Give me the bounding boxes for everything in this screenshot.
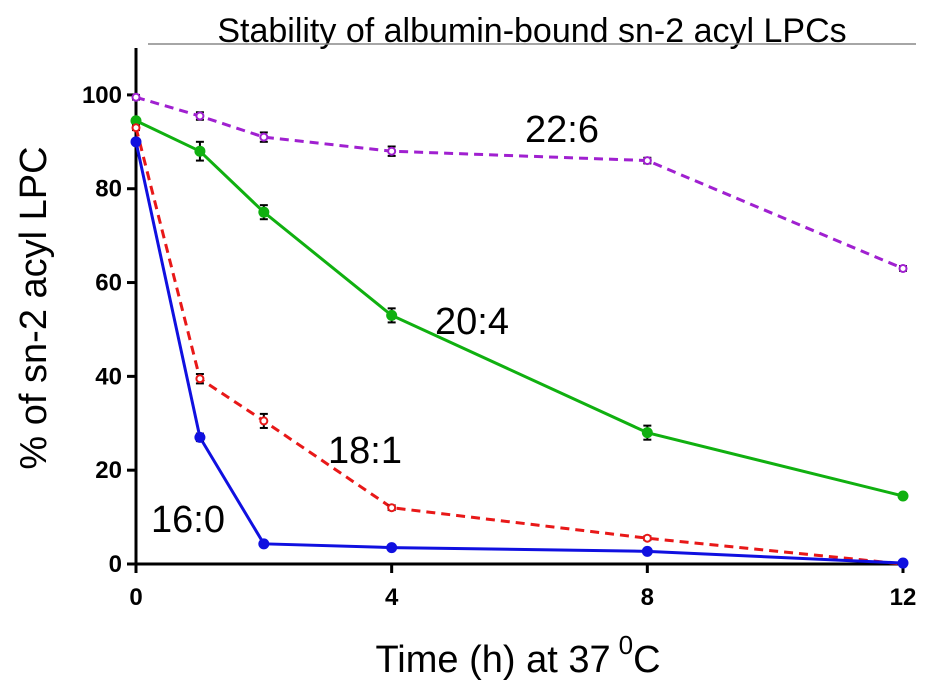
data-point [131,92,141,102]
series-20-4 [130,115,909,502]
data-point [386,309,398,321]
y-tick-label: 20 [95,457,122,484]
x-axis-title: Time (h) at 37 0C [375,630,660,681]
y-tick-label: 60 [95,270,122,297]
series-label-22-6: 22:6 [525,109,599,151]
data-point [258,538,270,550]
data-point [258,206,270,218]
data-point [130,136,142,148]
series-line-22-6 [135,95,904,270]
series-line-18-1 [134,127,904,566]
y-tick-label: 100 [82,82,122,109]
series-line-16-0 [134,141,904,565]
data-point [131,123,141,133]
data-point [898,263,908,273]
data-point [387,146,397,156]
data-point [897,557,909,569]
data-point [195,374,205,384]
data-point [642,156,652,166]
data-point [386,542,398,554]
x-axis-title-superscript: 0 [619,630,633,660]
data-point [195,111,205,121]
series-line-20-4 [135,119,904,498]
data-point [641,427,653,439]
y-tick-label: 0 [109,551,122,578]
series-22-6 [131,92,908,273]
axes: 0 20 40 60 80 100 0 4 8 12 [82,48,916,611]
data-point [259,416,269,426]
series-18-1 [131,123,908,569]
data-point [259,132,269,142]
series-16-0 [130,136,909,569]
series-label-16-0: 16:0 [151,499,225,541]
data-point [194,431,206,443]
x-tick-label: 12 [890,584,917,611]
y-axis-title: % of sn-2 acyl LPC [13,146,55,469]
x-axis-title-suffix: C [633,639,660,681]
y-tick-label: 40 [95,363,122,390]
x-axis-title-main: Time (h) at 37 [375,639,610,681]
series-label-18-1: 18:1 [328,430,402,472]
data-point [194,145,206,157]
x-tick-label: 4 [385,584,399,611]
series-labels: 22:6 20:4 18:1 16:0 [151,109,599,541]
data-point [897,490,909,502]
data-point [641,545,653,557]
data-point [642,533,652,543]
series-layer [130,92,909,569]
x-tick-label: 8 [641,584,654,611]
x-tick-label: 0 [129,584,142,611]
data-point [387,503,397,513]
series-label-20-4: 20:4 [435,301,509,343]
y-tick-label: 80 [95,176,122,203]
